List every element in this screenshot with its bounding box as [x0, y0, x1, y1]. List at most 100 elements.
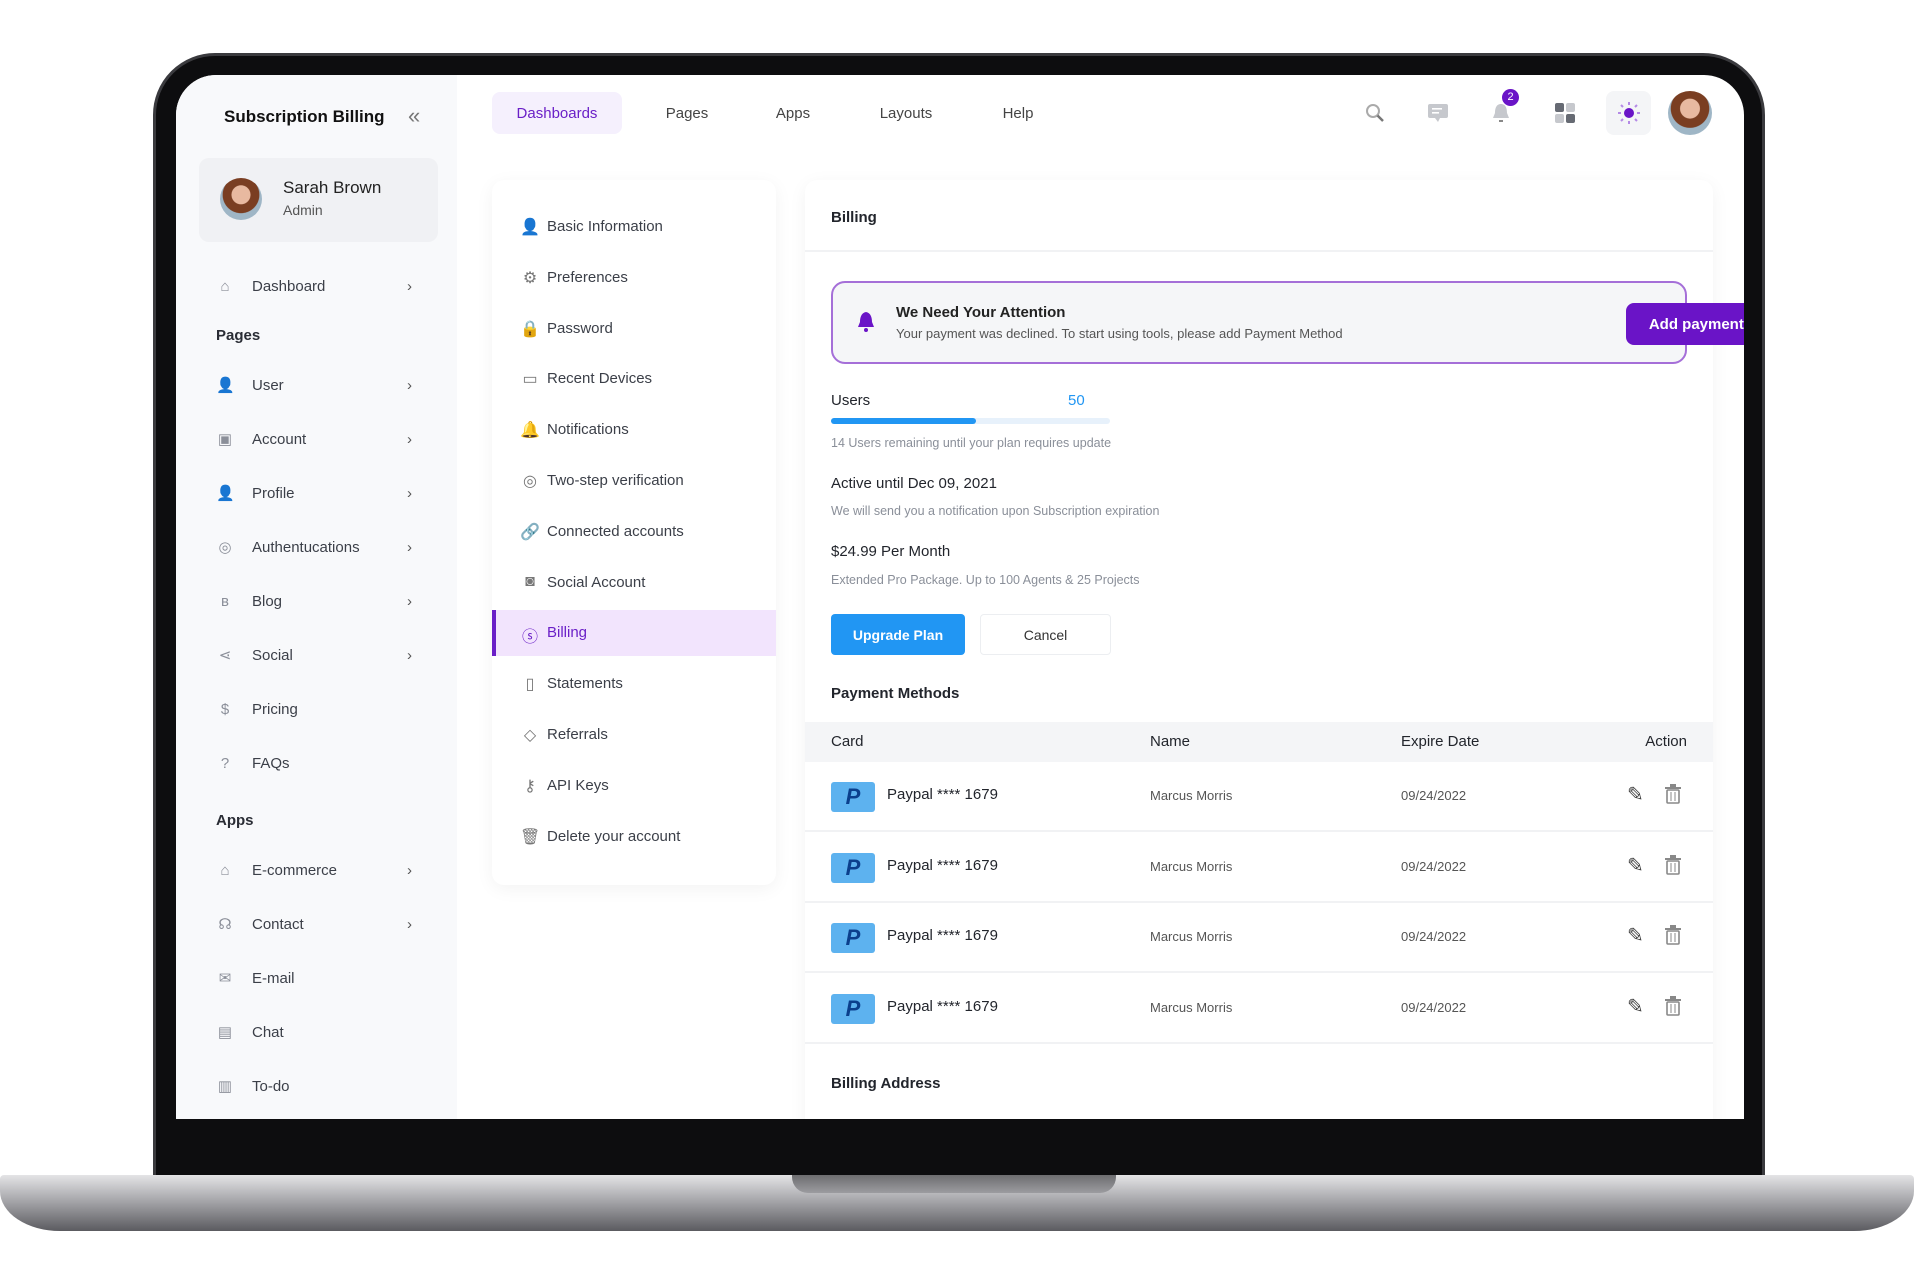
- active-until: Active until Dec 09, 2021: [831, 475, 997, 492]
- table-row: P Paypal **** 1679 Marcus Morris 09/24/2022…: [805, 974, 1713, 1044]
- sidebar-item-label: User: [252, 376, 284, 394]
- tab-pages[interactable]: Pages: [665, 104, 709, 122]
- sidebar-item-faqs[interactable]: ? FAQs: [176, 743, 457, 783]
- cancel-button[interactable]: Cancel: [980, 614, 1111, 655]
- menu-item-billing[interactable]: ⓢ Billing: [492, 610, 776, 657]
- pages-heading: Pages: [216, 327, 261, 344]
- card-cell: Paypal **** 1679: [887, 997, 998, 1015]
- table-row: P Paypal **** 1679 Marcus Morris 09/24/2022…: [805, 903, 1713, 973]
- sidebar-item-label: Pricing: [252, 700, 298, 718]
- sidebar-item-label: To-do: [252, 1077, 290, 1095]
- menu-item-preferences[interactable]: ⚙ Preferences: [492, 255, 776, 301]
- menu-item-api-keys[interactable]: ⚷ API Keys: [492, 763, 776, 809]
- upgrade-plan-button[interactable]: Upgrade Plan: [831, 614, 965, 655]
- add-payment-method-button[interactable]: Add payment method: [1626, 303, 1744, 345]
- menu-item-basic-information[interactable]: 👤 Basic Information: [492, 204, 776, 250]
- laptop-notch: [792, 1175, 1116, 1193]
- notification-badge: 2: [1502, 89, 1519, 106]
- menu-item-label: API Keys: [547, 776, 609, 794]
- plan-price: $24.99 Per Month: [831, 543, 951, 560]
- billing-card: Billing We Need Your Attention Your paym…: [805, 180, 1744, 1119]
- user-name: Sarah Brown: [283, 178, 382, 197]
- clipboard-icon: ▥: [217, 1078, 233, 1095]
- name-cell: Marcus Morris: [1150, 999, 1233, 1015]
- menu-item-referrals[interactable]: ◇ Referrals: [492, 712, 776, 758]
- header-avatar[interactable]: [1668, 91, 1712, 135]
- link-icon: 🔗: [520, 523, 540, 541]
- money-bag-icon: $: [220, 700, 230, 718]
- apps-heading: Apps: [216, 812, 254, 829]
- search-icon[interactable]: [1359, 97, 1391, 129]
- sidebar-item-label: Social: [252, 646, 293, 664]
- menu-item-connected-accounts[interactable]: 🔗 Connected accounts: [492, 509, 776, 555]
- menu-item-label: Preferences: [547, 268, 628, 286]
- sidebar-item-to-do[interactable]: ▥ To-do: [176, 1066, 457, 1106]
- edit-icon[interactable]: ✎: [1627, 995, 1644, 1018]
- edit-icon[interactable]: ✎: [1627, 854, 1644, 877]
- fingerprint-icon: ◎: [523, 473, 537, 490]
- tab-help[interactable]: Help: [1002, 104, 1034, 122]
- sidebar-item-label: E-mail: [252, 969, 295, 987]
- tab-apps[interactable]: Apps: [775, 104, 811, 122]
- sidebar-item-user[interactable]: 👤 User ›: [176, 365, 457, 405]
- expire-cell: 09/24/2022: [1401, 999, 1467, 1015]
- trash-icon[interactable]: [1665, 784, 1681, 809]
- menu-item-delete-your-account[interactable]: 🗑 Delete your account: [492, 814, 776, 860]
- chevron-right-icon: ›: [407, 538, 412, 556]
- menu-item-label: Billing: [547, 624, 588, 642]
- users-progress-fill: [831, 418, 977, 424]
- chevron-right-icon: ›: [407, 646, 412, 664]
- sidebar-item-dashboard[interactable]: ⌂ Dashboard ›: [176, 266, 457, 306]
- sidebar-item-social[interactable]: ⋖ Social ›: [176, 635, 457, 675]
- edit-icon[interactable]: ✎: [1627, 925, 1644, 947]
- question-bubble-icon: ?: [220, 754, 230, 772]
- sidebar-item-profile[interactable]: 👤 Profile ›: [176, 473, 457, 513]
- sidebar-item-pricing[interactable]: $ Pricing: [176, 689, 457, 729]
- profile-icon: 👤: [216, 485, 235, 502]
- menu-item-social-account[interactable]: ◙ Social Account: [492, 560, 776, 606]
- trash-icon[interactable]: [1665, 854, 1681, 880]
- menu-item-statements[interactable]: ▯ Statements: [492, 661, 776, 707]
- apps-grid-icon[interactable]: [1549, 97, 1581, 129]
- paypal-logo-icon: P: [831, 782, 875, 812]
- tab-layouts[interactable]: Layouts: [879, 104, 933, 122]
- sidebar-item-contact[interactable]: ☊ Contact ›: [176, 904, 457, 944]
- payment-methods-title: Payment Methods: [831, 685, 960, 702]
- paypal-logo-icon: P: [831, 993, 875, 1024]
- devices-icon: ▭: [522, 371, 538, 389]
- sidebar-item-label: FAQs: [252, 754, 290, 772]
- user-role: Admin: [283, 202, 323, 218]
- user-profile-card[interactable]: Sarah Brown Admin: [199, 158, 438, 242]
- chevron-right-icon: ›: [407, 915, 412, 933]
- trash-icon: 🗑: [520, 828, 541, 846]
- chevron-right-icon: ›: [407, 430, 412, 448]
- theme-toggle-sun-icon[interactable]: [1606, 91, 1651, 135]
- sidebar-item-blog[interactable]: ʙ Blog ›: [176, 581, 457, 621]
- sidebar-item-account[interactable]: ▣ Account ›: [176, 419, 457, 459]
- bell-icon[interactable]: 2: [1485, 89, 1519, 129]
- tab-dashboards[interactable]: Dashboards: [492, 92, 622, 134]
- sidebar-item-label: Authentucations: [252, 538, 360, 556]
- card-cell: Paypal **** 1679: [887, 927, 998, 944]
- sidebar-item-chat[interactable]: ▤ Chat: [176, 1012, 457, 1052]
- sidebar-item-e-commerce[interactable]: ⌂ E-commerce ›: [176, 850, 457, 890]
- col-action: Action: [1645, 733, 1687, 750]
- menu-item-notifications[interactable]: 🔔 Notifications: [492, 407, 776, 453]
- trash-icon[interactable]: [1665, 925, 1681, 950]
- menu-item-password[interactable]: 🔒 Password: [492, 306, 776, 352]
- chevron-right-icon: ›: [407, 376, 412, 394]
- sidebar-item-authentucations[interactable]: ◎ Authentucations ›: [176, 527, 457, 567]
- card-cell: Paypal **** 1679: [887, 856, 998, 874]
- sidebar-item-e-mail[interactable]: ✉ E-mail: [176, 958, 457, 998]
- collapse-sidebar-icon[interactable]: «: [408, 103, 421, 128]
- avatar: [220, 178, 262, 220]
- fingerprint-icon: ◎: [218, 539, 232, 556]
- menu-item-recent-devices[interactable]: ▭ Recent Devices: [492, 356, 776, 402]
- menu-item-two-step-verification[interactable]: ◎ Two-step verification: [492, 458, 776, 504]
- trash-icon[interactable]: [1665, 995, 1681, 1021]
- table-row: P Paypal **** 1679 Marcus Morris 09/24/2022…: [805, 833, 1713, 903]
- dollar-circle-icon: ⓢ: [521, 629, 538, 647]
- edit-icon[interactable]: ✎: [1627, 784, 1644, 806]
- key-icon: ⚷: [524, 777, 536, 795]
- messages-icon[interactable]: [1422, 97, 1454, 129]
